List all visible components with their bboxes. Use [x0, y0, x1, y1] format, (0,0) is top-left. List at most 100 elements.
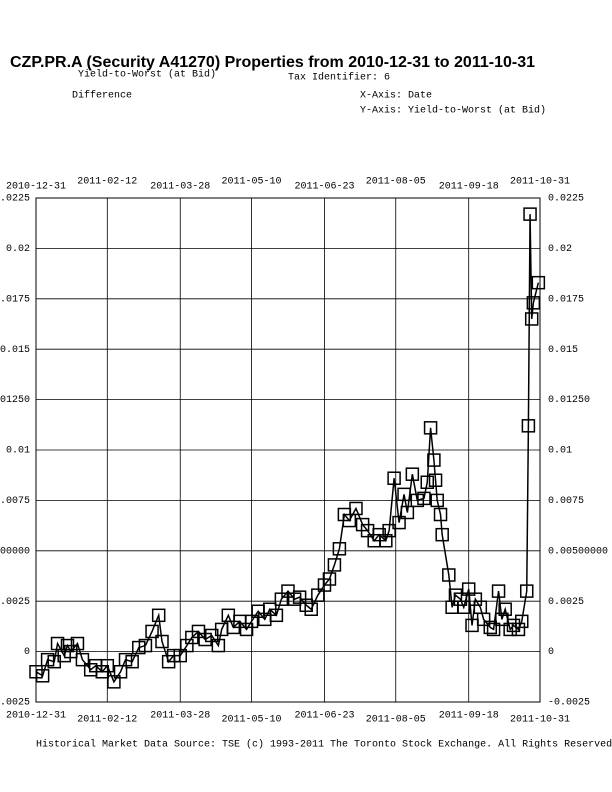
data-point [138, 638, 153, 653]
x-tick-label: 2011-06-23 [294, 711, 354, 722]
y-tick-label: 0.0175 [548, 294, 584, 305]
data-point [442, 568, 456, 582]
data-point [180, 638, 194, 653]
data-point [515, 614, 529, 629]
data-point [428, 473, 443, 487]
y-tick-label: 0 [24, 647, 30, 658]
data-point [427, 453, 441, 467]
data-point [322, 572, 337, 586]
x-tick-label: 2011-10-31 [510, 177, 570, 188]
x-tick-label: 2010-12-31 [6, 182, 66, 193]
data-line [35, 214, 540, 684]
data-point [125, 654, 139, 669]
y-tick-label: 0.015 [0, 345, 30, 356]
y-tick-label: 0.0225 [0, 194, 30, 205]
data-point [151, 608, 166, 623]
y-tick-label: 0.0225 [548, 194, 584, 205]
y-tick-label: 0.00500000 [548, 546, 608, 557]
data-point [145, 624, 159, 639]
x-tick-label: 2011-03-28 [150, 182, 210, 193]
data-point [456, 600, 471, 614]
data-point [387, 471, 401, 485]
data-point [397, 487, 411, 502]
x-tick-label: 2011-02-12 [77, 715, 137, 726]
x-tick-label: 2011-08-05 [366, 177, 426, 188]
data-point [417, 491, 431, 506]
data-point [523, 207, 537, 221]
x-tick-label: 2011-05-10 [222, 715, 282, 726]
data-point [468, 592, 483, 606]
x-tick-label: 2011-02-12 [77, 177, 137, 188]
data-point [511, 622, 526, 637]
x-tick-label: 2011-03-28 [150, 711, 210, 722]
data-point [70, 636, 85, 651]
data-point [430, 493, 444, 508]
y-tick-label: 0.01250 [548, 395, 590, 406]
data-point [155, 634, 169, 649]
x-tick-label: 2011-09-18 [439, 711, 499, 722]
data-point [453, 592, 468, 606]
x-tick-label: 2010-12-31 [6, 711, 66, 722]
y-tick-label: 0.00500000 [0, 546, 30, 557]
tax-identifier: Tax Identifier: 6 [288, 72, 390, 84]
y-tick-label: 0 [548, 647, 554, 658]
data-point [349, 501, 363, 516]
data-point [491, 584, 506, 598]
data-point [400, 505, 415, 520]
source-note: Historical Market Data Source: TSE (c) 1… [36, 739, 612, 751]
data-point [304, 602, 318, 617]
y-tick-label: 0.02 [6, 244, 30, 255]
data-point [239, 622, 254, 637]
data-point [100, 658, 115, 673]
data-point [503, 622, 517, 637]
data-point [382, 523, 396, 538]
y-tick-label: 0.0025 [0, 597, 30, 608]
data-point [392, 515, 406, 530]
data-point [332, 542, 347, 556]
chart-title: CZP.PR.A (Security A41270) Properties fr… [10, 54, 535, 71]
data-point [506, 618, 521, 633]
y-tick-label: 0.0075 [0, 496, 30, 507]
x-tick-label: 2011-06-23 [294, 182, 354, 193]
data-point [435, 527, 449, 542]
y-tick-label: 0.0025 [548, 597, 584, 608]
data-point [526, 296, 541, 310]
data-point [448, 588, 463, 602]
data-point [498, 602, 512, 617]
x-tick-label: 2011-08-05 [366, 715, 426, 726]
data-point [486, 622, 501, 637]
measure: Difference [72, 90, 132, 102]
y-tick-label: 0.0175 [0, 294, 30, 305]
data-point [327, 558, 342, 572]
y-tick-label: 0.02 [548, 244, 572, 255]
data-point [299, 598, 313, 612]
y-tick-label: 0.01250 [0, 395, 30, 406]
data-point [433, 507, 448, 522]
x-tick-label: 2011-05-10 [222, 177, 282, 188]
data-point [379, 533, 393, 548]
y-tick-label: 0.015 [548, 345, 578, 356]
data-point [521, 419, 536, 433]
data-point [269, 608, 284, 623]
data-point [483, 620, 498, 635]
y-tick-label: 0.01 [6, 446, 30, 457]
data-point [75, 652, 90, 667]
data-point [420, 475, 435, 490]
data-point [405, 467, 420, 481]
data-point [35, 669, 50, 683]
y-tick-label: 0.01 [548, 446, 572, 457]
x-tick-label: 2011-09-18 [439, 182, 499, 193]
x-tick-label: 2011-10-31 [510, 715, 570, 726]
data-point [423, 421, 438, 435]
data-point [531, 275, 546, 290]
data-point [211, 638, 226, 653]
data-point [519, 584, 534, 598]
y-tick-label: -0.0025 [548, 698, 590, 709]
x-axis-label: X-Axis: Date [360, 90, 432, 102]
chart-subtitle: Yield-to-Worst (at Bid) [78, 69, 216, 81]
data-point [524, 312, 539, 326]
y-axis-label: Y-Axis: Yield-to-Worst (at Bid) [360, 105, 546, 117]
y-tick-label: 0.0075 [548, 496, 584, 507]
y-tick-label: -0.0025 [0, 698, 30, 709]
